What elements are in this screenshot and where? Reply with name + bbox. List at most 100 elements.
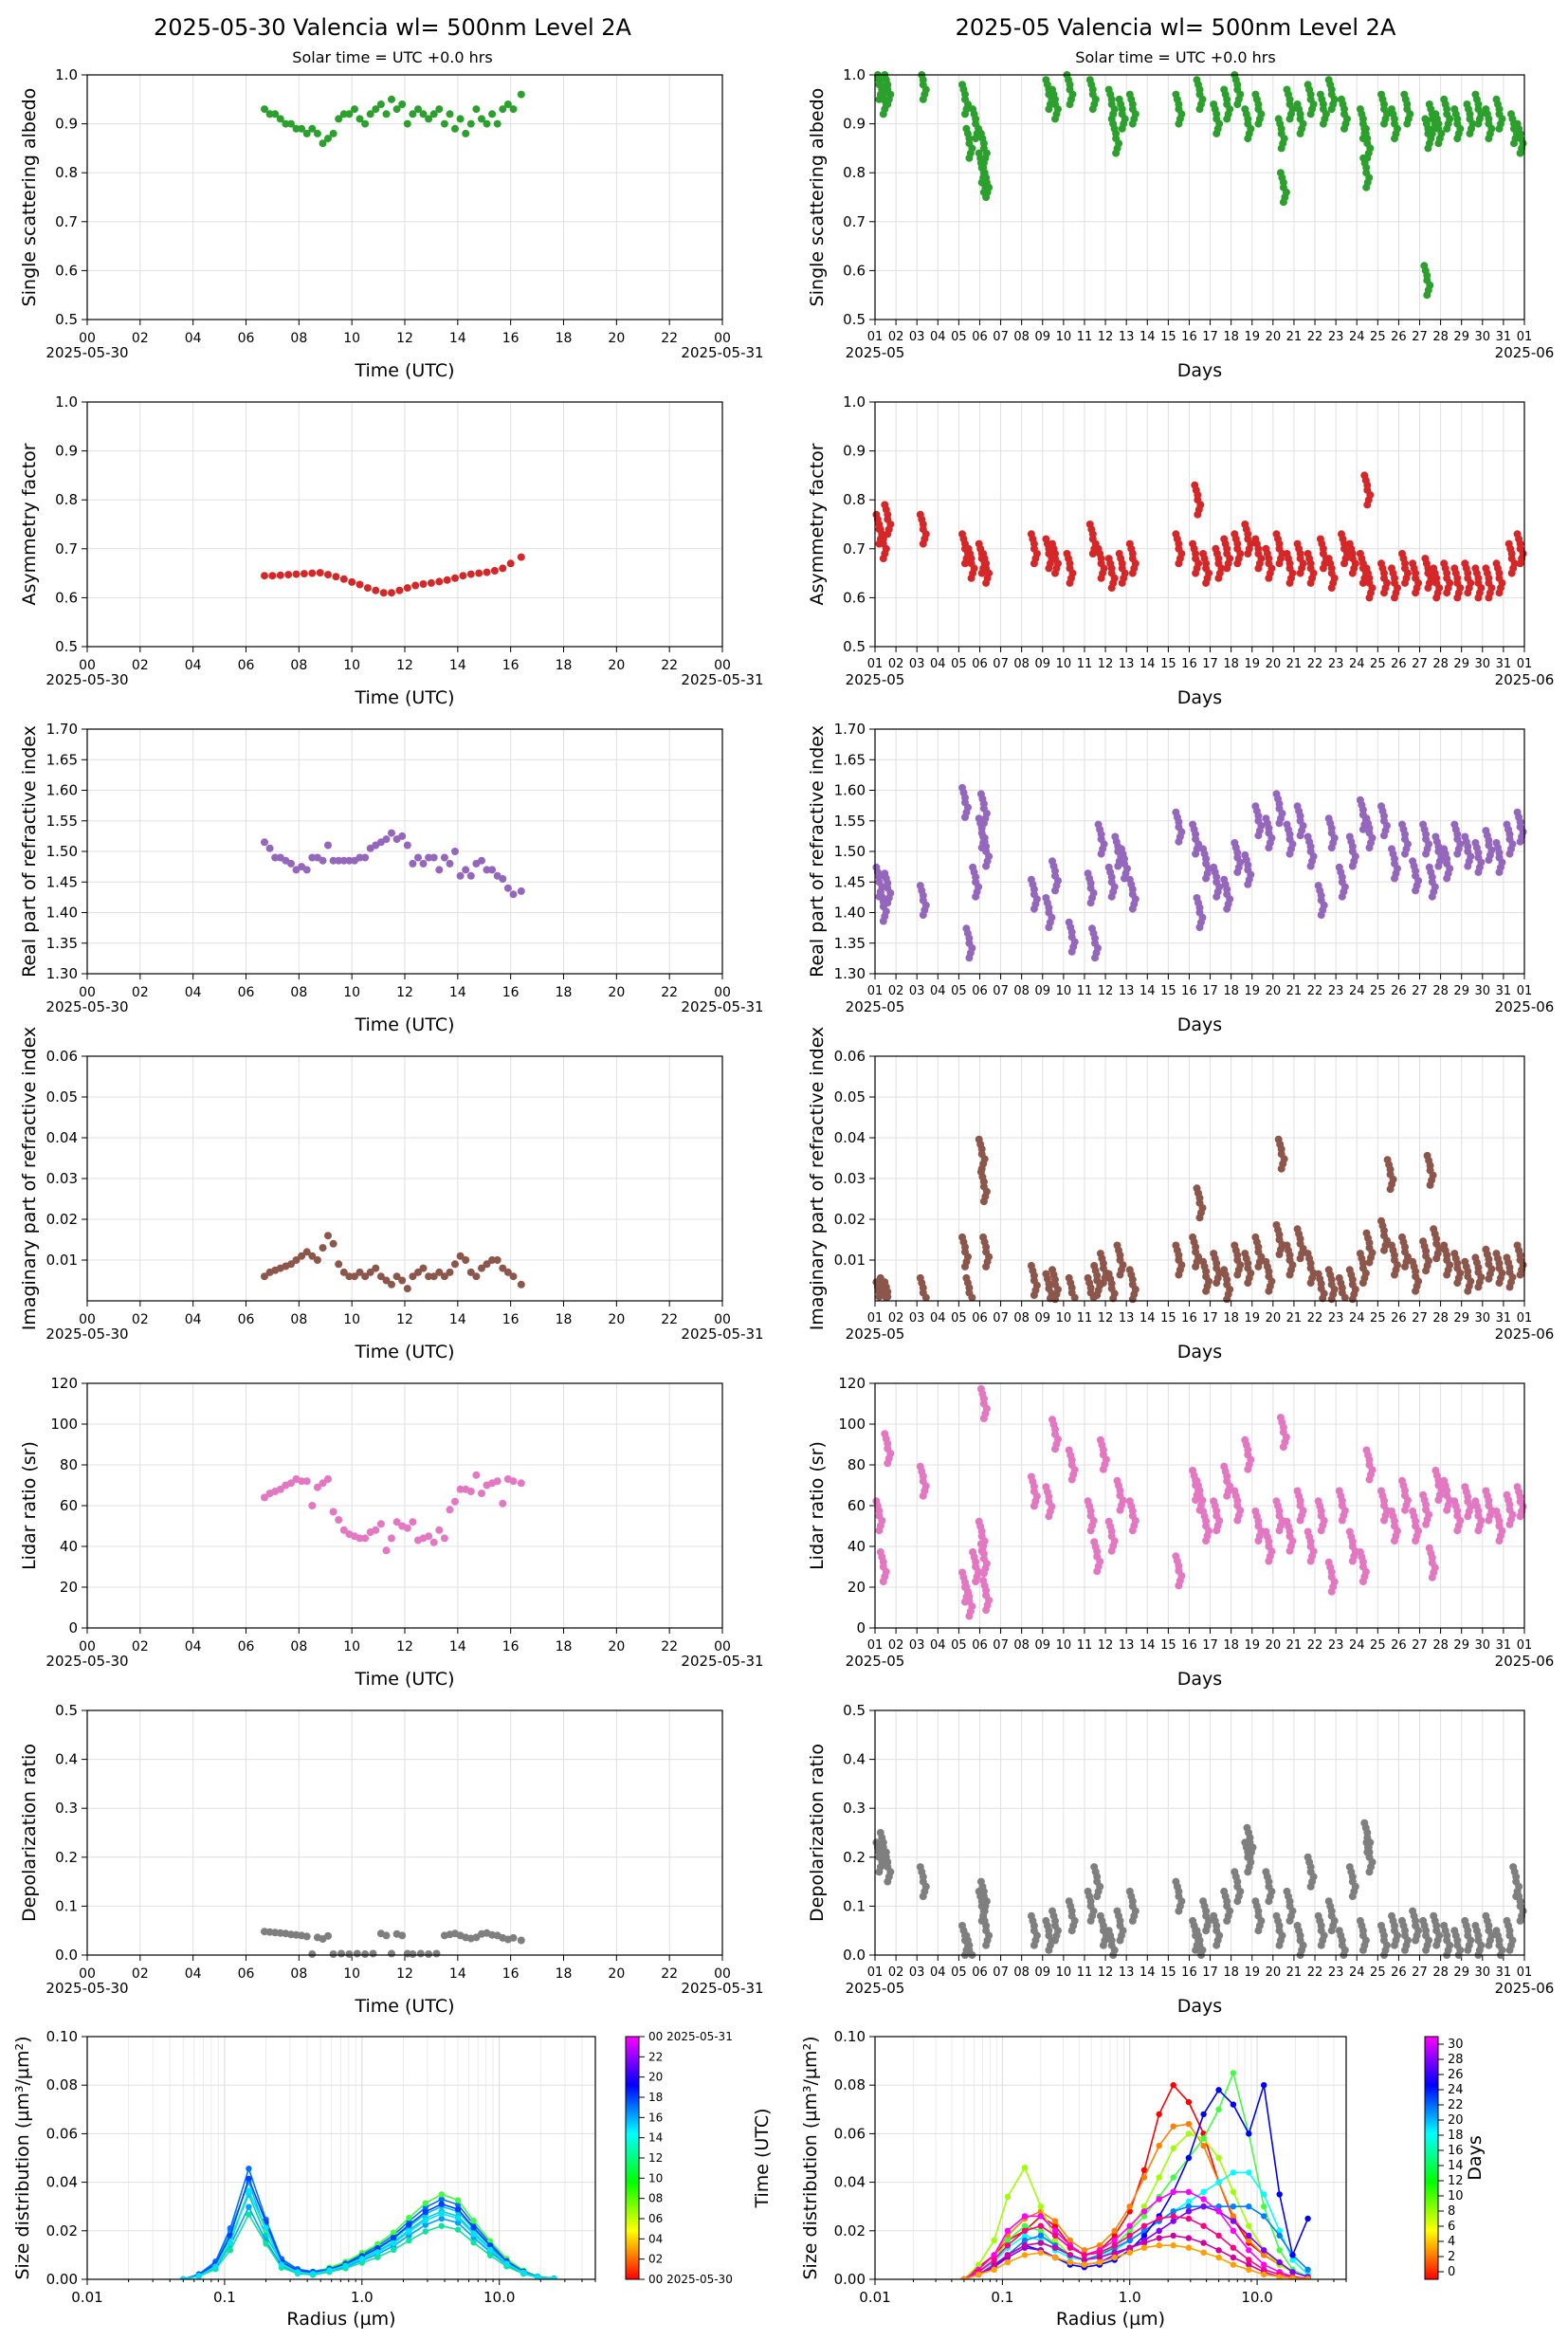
data-point xyxy=(1086,1916,1095,1925)
data-point xyxy=(1474,594,1483,602)
size-point xyxy=(391,2246,397,2254)
data-point xyxy=(335,115,343,123)
size-point xyxy=(1037,2249,1045,2256)
size-point xyxy=(1170,2174,1176,2181)
x-tick-label: 30 xyxy=(1475,1311,1491,1325)
data-point xyxy=(425,1272,433,1281)
data-point xyxy=(1096,1911,1104,1920)
data-point xyxy=(425,853,433,862)
x-tick-label: 13 xyxy=(1119,330,1135,344)
size-point xyxy=(1037,2227,1045,2234)
y-tick-label: 1.65 xyxy=(46,751,78,768)
data-point xyxy=(351,105,358,114)
y-tick-label: 1.35 xyxy=(834,935,866,952)
size-curve xyxy=(963,2070,1308,2279)
x-tick-label: 18 xyxy=(556,1312,573,1327)
size-point xyxy=(438,2215,445,2222)
data-point xyxy=(261,105,268,114)
data-point xyxy=(1254,119,1263,128)
data-point xyxy=(329,1950,337,1958)
data-point xyxy=(1425,1544,1433,1552)
data-point xyxy=(1492,95,1501,103)
left-figure-title: 2025-05-30 Valencia wl= 500nm Level 2A xyxy=(154,14,632,41)
data-point xyxy=(1220,535,1229,543)
x-tick-label: 16 xyxy=(1181,1965,1197,1980)
x-tick-label: 23 xyxy=(1328,1965,1344,1980)
data-point xyxy=(919,911,927,920)
colorbar-tick-label: 30 xyxy=(1448,2038,1464,2052)
data-point xyxy=(409,110,417,119)
x-date-end: 2025-06 xyxy=(1495,344,1555,361)
data-point xyxy=(1356,1250,1364,1258)
data-point xyxy=(372,1264,380,1272)
y-tick-label: 1.30 xyxy=(46,965,78,982)
size-point xyxy=(422,2208,428,2215)
colorbar-tick-label: 14 xyxy=(648,2131,663,2145)
x-tick-label: 08 xyxy=(1013,1311,1030,1325)
data-point xyxy=(1317,1526,1325,1535)
data-point xyxy=(979,1569,988,1578)
data-point xyxy=(324,1475,332,1483)
x-tick-label: 25 xyxy=(1370,657,1386,671)
size-point xyxy=(246,2187,252,2195)
size-point xyxy=(1140,2203,1148,2210)
data-point xyxy=(1443,589,1451,597)
data-point xyxy=(1466,129,1474,137)
data-point xyxy=(1272,530,1281,539)
data-point xyxy=(1088,924,1096,933)
y-tick-label: 0.02 xyxy=(834,1211,866,1228)
x-tick-label: 02 xyxy=(132,1966,149,1982)
data-point xyxy=(335,1260,343,1269)
size-point xyxy=(1261,2252,1267,2258)
data-point xyxy=(1453,1526,1462,1535)
x-tick-label: 18 xyxy=(1223,1311,1239,1325)
data-point xyxy=(517,553,525,561)
data-point xyxy=(1241,1435,1249,1444)
data-point xyxy=(1086,899,1095,907)
x-tick-label: 07 xyxy=(993,1638,1009,1653)
data-point xyxy=(884,530,892,539)
data-point xyxy=(1125,1266,1134,1274)
size-point xyxy=(1246,2257,1252,2263)
size-curve xyxy=(963,2171,1309,2279)
x-tick-label: 12 xyxy=(396,1966,413,1982)
data-point xyxy=(1251,1897,1260,1906)
data-point xyxy=(1233,1271,1242,1279)
data-point xyxy=(1045,564,1053,573)
size-point xyxy=(1111,2237,1118,2244)
axes-frame xyxy=(874,728,1525,975)
y-tick-label: 60 xyxy=(60,1497,78,1514)
data-point xyxy=(1358,1279,1367,1288)
size-point xyxy=(1156,2143,1162,2149)
data-point xyxy=(1495,1537,1504,1545)
data-point xyxy=(1276,1414,1285,1422)
size-point xyxy=(1215,2179,1222,2185)
x-tick-label: 10 xyxy=(343,331,360,346)
y-tick-label: 0.05 xyxy=(46,1088,78,1106)
x-tick-label: 08 xyxy=(1013,657,1030,671)
data-point xyxy=(1277,1164,1285,1173)
x-tick-label: 10 xyxy=(1056,1638,1072,1653)
data-point xyxy=(1345,1863,1354,1872)
data-point xyxy=(1027,875,1035,884)
size-point xyxy=(309,2271,317,2277)
data-point xyxy=(1193,894,1201,902)
size-point xyxy=(1051,2232,1059,2239)
data-point xyxy=(366,1268,374,1276)
x-tick-label: 25 xyxy=(1370,1638,1386,1653)
data-point xyxy=(967,574,975,582)
data-point xyxy=(302,866,311,874)
data-point xyxy=(414,105,422,114)
x-tick-label: 19 xyxy=(1244,1965,1260,1980)
size-point xyxy=(975,2261,982,2268)
x-tick-label: 02 xyxy=(132,331,149,346)
data-point xyxy=(1051,887,1059,895)
x-tick-label: 14 xyxy=(1140,657,1156,671)
data-point xyxy=(1516,837,1524,846)
size-point xyxy=(1051,2218,1059,2224)
data-point xyxy=(1422,850,1431,858)
data-point xyxy=(1220,1266,1229,1274)
data-point xyxy=(1093,1291,1102,1299)
data-point xyxy=(1400,90,1409,99)
y-tick-label: 80 xyxy=(848,1456,866,1473)
